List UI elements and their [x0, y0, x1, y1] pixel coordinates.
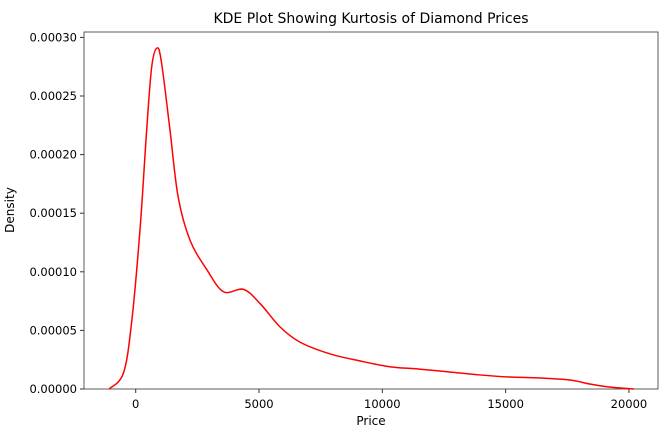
x-tick-label: 20000 [611, 397, 648, 411]
x-tick-label: 10000 [364, 397, 401, 411]
x-axis-label: Price [356, 414, 385, 428]
y-axis-label: Density [3, 187, 17, 233]
y-tick-label: 0.00030 [29, 30, 77, 44]
y-tick-label: 0.00020 [29, 148, 77, 162]
y-tick-label: 0.00025 [29, 89, 77, 103]
chart-title: KDE Plot Showing Kurtosis of Diamond Pri… [213, 11, 528, 27]
y-tick-label: 0.00015 [29, 206, 77, 220]
y-tick-label: 0.00010 [29, 265, 77, 279]
x-tick-label: 15000 [487, 397, 524, 411]
x-tick-label: 5000 [244, 397, 273, 411]
y-tick-label: 0.00005 [29, 323, 77, 337]
y-tick-label: 0.00000 [29, 382, 77, 396]
plot-frame [83, 31, 659, 390]
x-tick-label: 0 [132, 397, 139, 411]
kde-curve [108, 47, 634, 390]
